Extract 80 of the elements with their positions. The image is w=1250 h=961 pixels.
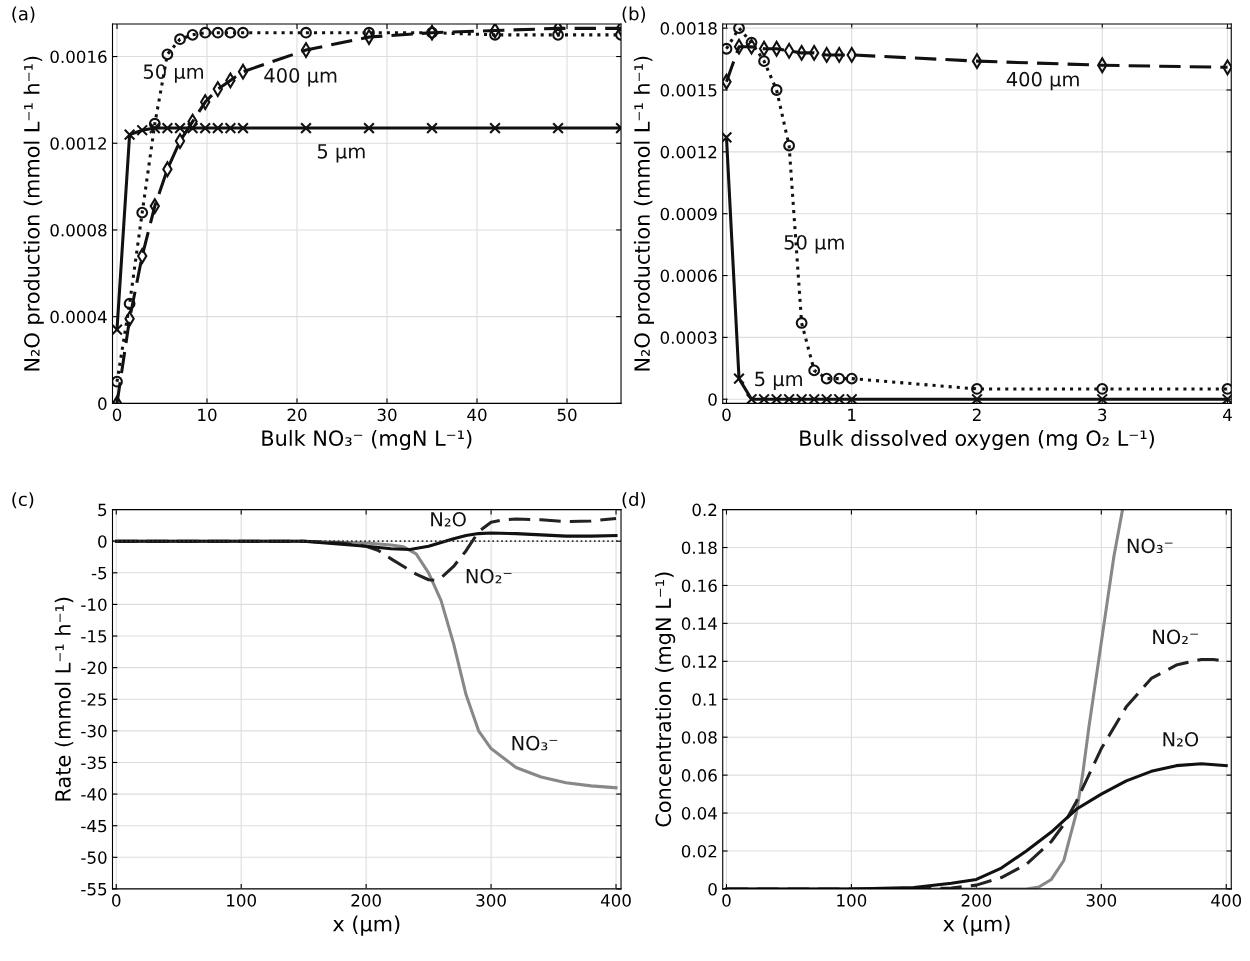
- x-tick-label: 10: [198, 408, 217, 422]
- series-label: 50 μm: [784, 234, 844, 254]
- series-label: 5 μm: [317, 144, 365, 163]
- x-tick-label: 300: [1086, 894, 1117, 907]
- x-tick-label: 200: [961, 894, 992, 907]
- x-tick-label: 400: [600, 894, 631, 907]
- y-tick-label: 5: [98, 503, 107, 517]
- y-tick-label: 0.08: [681, 731, 717, 744]
- y-tick-label: 0.0003: [660, 331, 717, 344]
- x-tick-label: 40: [467, 408, 487, 422]
- x-axis-title: Bulk dissolved oxygen (mg O₂ L⁻¹): [800, 429, 1154, 451]
- x-axis-title: Bulk NO₃⁻ (mgN L⁻¹): [262, 429, 472, 451]
- y-tick-label: -25: [81, 693, 107, 706]
- y-tick-label: 0.16: [681, 579, 717, 593]
- series-label: N₂O: [1163, 731, 1199, 747]
- x-axis-title: x (μm): [943, 915, 1010, 936]
- y-tick-label: -15: [81, 630, 107, 643]
- chart-title: (a): [12, 6, 35, 23]
- y-tick-label: 0: [708, 882, 717, 896]
- x-tick-label: 1: [848, 408, 856, 421]
- y-tick-label: 0.1: [692, 693, 717, 706]
- y-tick-label: 0.0018: [660, 22, 717, 35]
- series-label: 400 μm: [1006, 71, 1079, 91]
- series-label: 400 μm: [264, 68, 337, 87]
- series-label: NO₃⁻: [512, 735, 558, 751]
- x-tick-label: 0: [722, 408, 731, 422]
- y-tick-label: 0.0009: [660, 207, 717, 221]
- x-tick-label: 0: [112, 894, 121, 907]
- y-tick-label: 0.2: [692, 503, 717, 517]
- x-tick-label: 200: [351, 894, 381, 907]
- x-tick-label: 4: [1223, 408, 1232, 421]
- x-tick-label: 0: [112, 408, 122, 422]
- y-axis-title: N₂O production (mmol L⁻¹ h⁻¹): [633, 56, 654, 371]
- y-axis-title: N₂O production (mmol L⁻¹ h⁻¹): [23, 56, 44, 371]
- y-tick-label: 0.0006: [660, 269, 717, 283]
- series-label: 5 μm: [755, 371, 802, 391]
- y-tick-label: -30: [81, 724, 107, 738]
- y-tick-label: -20: [81, 661, 107, 675]
- y-tick-label: -10: [81, 598, 107, 611]
- series-label: NO₂⁻: [466, 568, 512, 584]
- y-tick-label: 0.04: [681, 807, 717, 820]
- x-tick-label: 0: [722, 894, 731, 907]
- series-label: N₂O: [431, 511, 466, 527]
- y-tick-label: -35: [81, 756, 107, 770]
- y-tick-label: 0: [98, 397, 107, 410]
- chart-title: (b): [622, 6, 646, 23]
- y-axis-title: Rate (mmol L⁻¹ h⁻¹): [54, 597, 74, 801]
- y-tick-label: 0.0012: [660, 145, 717, 159]
- x-tick-label: 2: [972, 408, 981, 421]
- y-tick-label: 0.0016: [50, 50, 107, 64]
- x-tick-label: 20: [287, 408, 307, 422]
- y-tick-label: 0.12: [681, 655, 717, 668]
- y-tick-label: -55: [81, 883, 107, 896]
- y-tick-label: 0.06: [681, 769, 717, 782]
- x-tick-label: 30: [377, 408, 397, 422]
- y-tick-label: 0.02: [681, 844, 717, 858]
- y-tick-label: -5: [91, 566, 107, 580]
- x-tick-label: 50: [557, 408, 577, 422]
- y-tick-label: 0.18: [681, 541, 717, 555]
- y-axis-title: Concentration (mgN L⁻¹): [655, 572, 676, 827]
- y-tick-label: -45: [81, 819, 107, 833]
- y-tick-label: 0.0012: [50, 137, 106, 150]
- y-tick-label: 0.0015: [660, 83, 717, 97]
- x-axis-title: x (μm): [332, 915, 400, 936]
- x-tick-label: 100: [837, 894, 867, 907]
- x-tick-label: 100: [227, 894, 256, 907]
- y-tick-label: 0.14: [681, 617, 717, 630]
- y-tick-label: 0: [98, 535, 107, 548]
- y-tick-label: 0.0008: [50, 223, 107, 237]
- y-tick-label: -50: [81, 851, 107, 864]
- y-tick-label: -40: [81, 788, 107, 801]
- chart-title: (c): [12, 492, 34, 509]
- series-label: NO₂⁻: [1153, 629, 1198, 645]
- y-tick-label: 0.0004: [50, 310, 107, 324]
- chart-title: (d): [622, 492, 646, 509]
- x-tick-label: 400: [1211, 894, 1242, 907]
- x-tick-label: 300: [476, 894, 506, 907]
- x-tick-label: 3: [1098, 408, 1107, 422]
- y-tick-label: 0: [708, 393, 717, 406]
- series-label: NO₃⁻: [1127, 538, 1173, 554]
